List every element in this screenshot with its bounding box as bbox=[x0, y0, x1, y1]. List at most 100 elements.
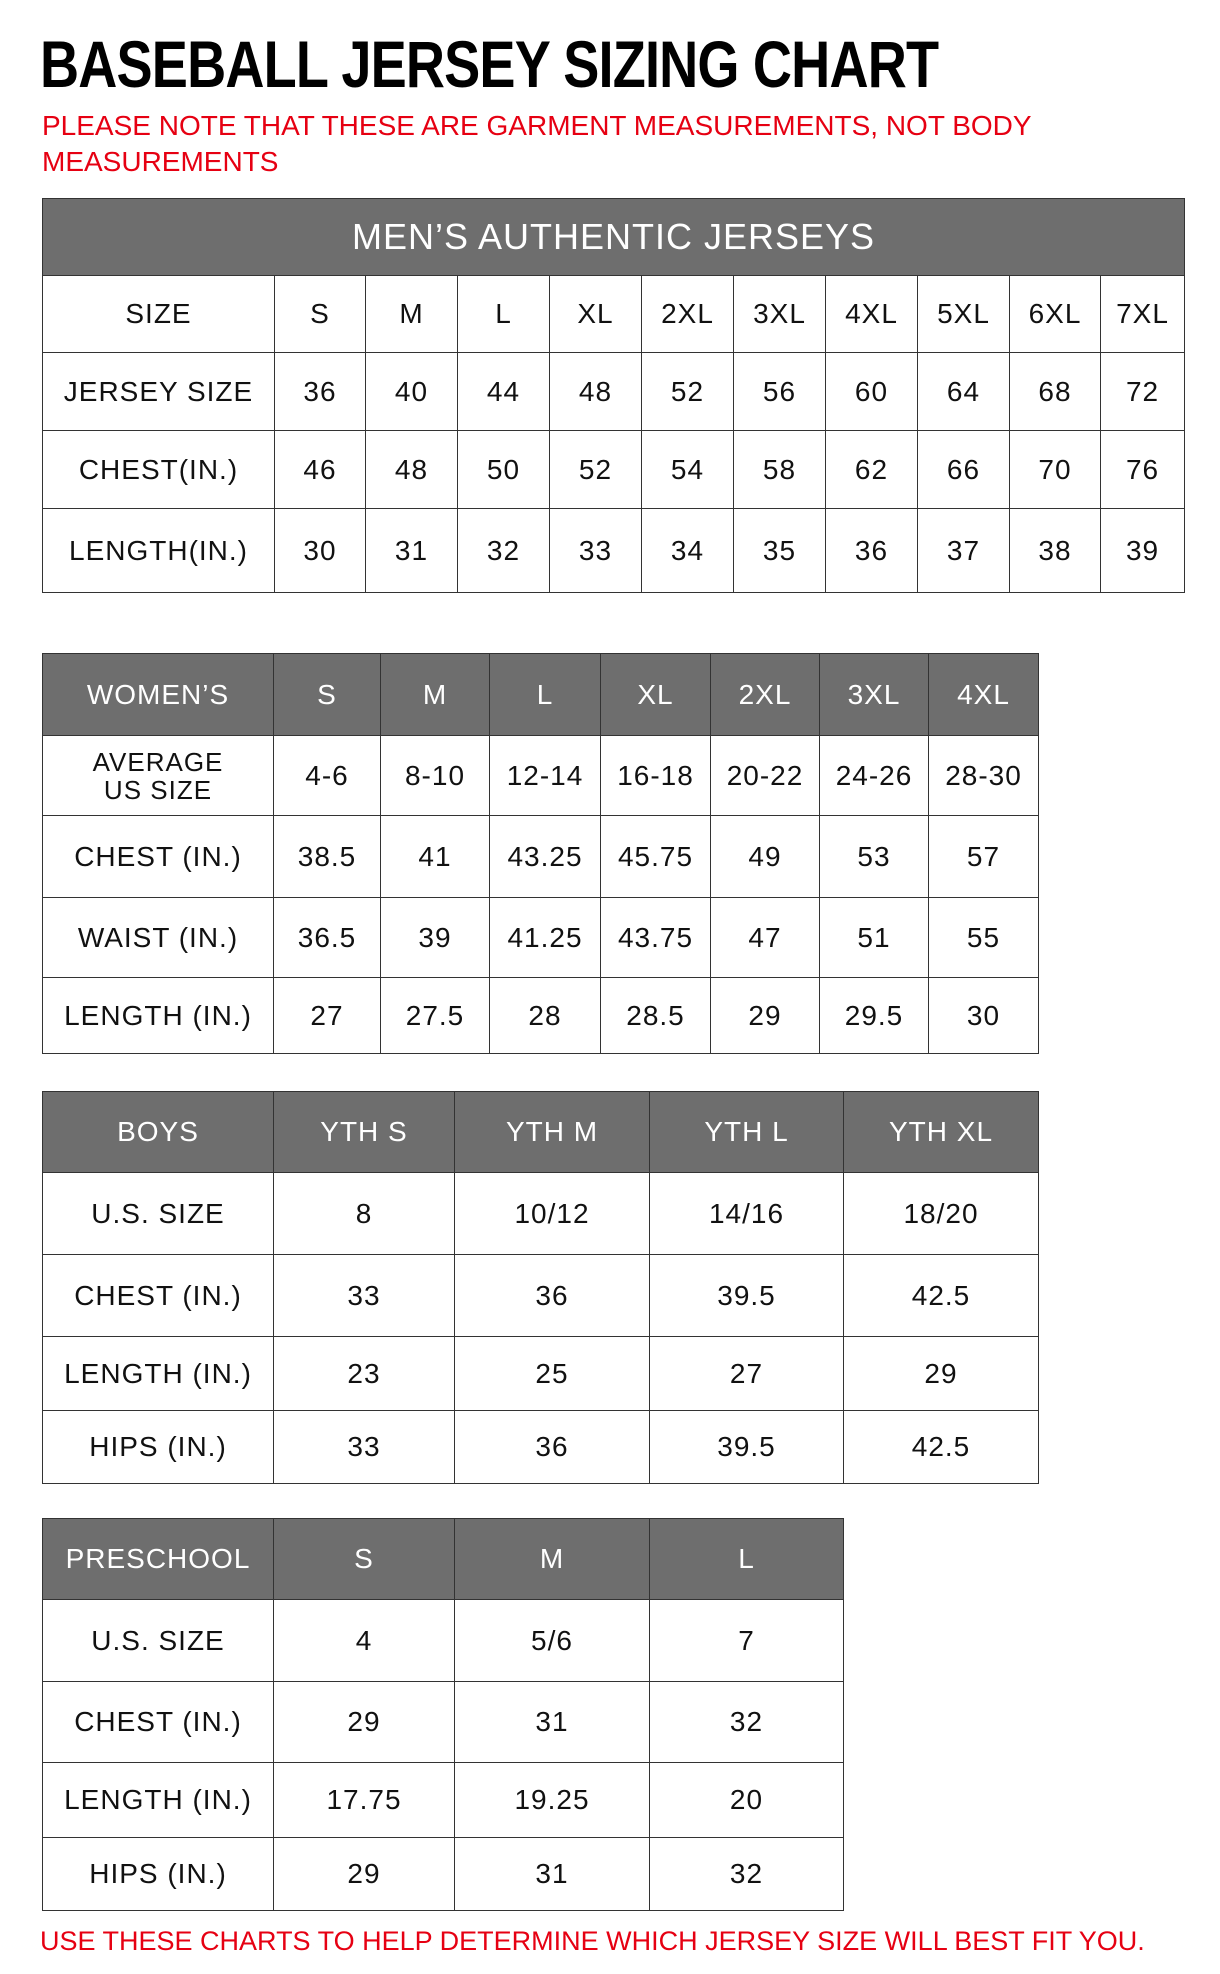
table-row: U.S. SIZE 8 10/12 14/16 18/20 bbox=[42, 1172, 1039, 1255]
table-cell: 68 bbox=[1009, 352, 1101, 431]
table-row: LENGTH (IN.) 23 25 27 29 bbox=[42, 1336, 1039, 1411]
header-row: WOMEN’S S M L XL 2XL 3XL 4XL bbox=[42, 653, 1039, 736]
column-header: 2XL bbox=[710, 653, 820, 736]
table-cell: 58 bbox=[733, 430, 826, 509]
table-row: HIPS (IN.) 29 31 32 bbox=[42, 1837, 844, 1911]
table-cell: 55 bbox=[928, 897, 1039, 978]
column-header: 7XL bbox=[1099, 275, 1186, 353]
table-cell: 39.5 bbox=[649, 1254, 844, 1337]
header-row: SIZE S M L XL 2XL 3XL 4XL 5XL 6XL 7XL bbox=[42, 275, 1186, 353]
table-cell: 39 bbox=[380, 897, 490, 978]
table-cell: 34 bbox=[641, 508, 734, 593]
row-label: HIPS (IN.) bbox=[42, 1837, 274, 1911]
column-header: M bbox=[365, 275, 458, 353]
table-row: HIPS (IN.) 33 36 39.5 42.5 bbox=[42, 1410, 1039, 1484]
table-cell: 40 bbox=[365, 352, 458, 431]
column-header: YTH S bbox=[273, 1091, 455, 1173]
page-title: BASEBALL JERSEY SIZING CHART bbox=[40, 27, 939, 101]
table-cell: 45.75 bbox=[600, 815, 711, 898]
table-title: MEN’S AUTHENTIC JERSEYS bbox=[41, 198, 1186, 276]
row-label: CHEST (IN.) bbox=[42, 1254, 274, 1337]
table-cell: 27 bbox=[649, 1336, 844, 1411]
table-cell: 52 bbox=[641, 352, 734, 431]
column-header: PRESCHOOL bbox=[42, 1518, 274, 1600]
column-header: YTH L bbox=[649, 1091, 844, 1173]
table-cell: 48 bbox=[365, 430, 458, 509]
table-cell: 37 bbox=[917, 508, 1010, 593]
table-row: WAIST (IN.) 36.5 39 41.25 43.75 47 51 55 bbox=[42, 897, 1039, 978]
table-cell: 17.75 bbox=[273, 1762, 455, 1838]
table-cell: 4-6 bbox=[273, 735, 381, 816]
table-cell: 38.5 bbox=[273, 815, 381, 898]
boys-table: BOYS YTH S YTH M YTH L YTH XL U.S. SIZE 8 10/12… bbox=[42, 1091, 1039, 1484]
table-cell: 29 bbox=[843, 1336, 1039, 1411]
table-cell: 30 bbox=[274, 508, 366, 593]
row-label: CHEST (IN.) bbox=[42, 1681, 274, 1763]
column-header: 2XL bbox=[641, 275, 734, 353]
column-header: L bbox=[457, 275, 550, 353]
row-label: WAIST (IN.) bbox=[42, 897, 274, 978]
table-cell: 76 bbox=[1099, 430, 1186, 509]
table-cell: 66 bbox=[917, 430, 1010, 509]
column-header: L bbox=[489, 653, 601, 736]
column-header: 5XL bbox=[917, 275, 1010, 353]
table-cell: 72 bbox=[1099, 352, 1186, 431]
table-cell: 56 bbox=[733, 352, 826, 431]
row-label: CHEST (IN.) bbox=[42, 815, 274, 898]
table-cell: 25 bbox=[454, 1336, 650, 1411]
table-cell: 36.5 bbox=[273, 897, 381, 978]
row-label: LENGTH (IN.) bbox=[42, 1762, 274, 1838]
table-cell: 70 bbox=[1009, 430, 1101, 509]
table-cell: 14/16 bbox=[649, 1172, 844, 1255]
table-cell: 10/12 bbox=[454, 1172, 650, 1255]
preschool-table: PRESCHOOL S M L U.S. SIZE 4 5/6 7 CHEST (IN.) 29 3… bbox=[42, 1518, 844, 1911]
table-cell: 52 bbox=[549, 430, 642, 509]
table-cell: 42.5 bbox=[843, 1410, 1039, 1484]
column-header: M bbox=[454, 1518, 650, 1600]
table-cell: 54 bbox=[641, 430, 734, 509]
table-row: U.S. SIZE 4 5/6 7 bbox=[42, 1599, 844, 1682]
table-cell: 33 bbox=[273, 1254, 455, 1337]
table-cell: 29.5 bbox=[819, 977, 929, 1054]
table-cell: 28.5 bbox=[600, 977, 711, 1054]
table-cell: 18/20 bbox=[843, 1172, 1039, 1255]
table-cell: 12-14 bbox=[489, 735, 601, 816]
table-cell: 29 bbox=[710, 977, 820, 1054]
garment-note: PLEASE NOTE THAT THESE ARE GARMENT MEASU… bbox=[42, 110, 1032, 177]
table-cell: 32 bbox=[649, 1837, 844, 1911]
table-row: JERSEY SIZE 36 40 44 48 52 56 60 64 68 72 bbox=[42, 352, 1186, 431]
mens-table: MEN’S AUTHENTIC JERSEYS SIZE S M L XL 2XL 3XL 4X… bbox=[41, 198, 1186, 593]
table-row: CHEST(IN.) 46 48 50 52 54 58 62 66 70 76 bbox=[42, 430, 1186, 509]
column-header: M bbox=[380, 653, 490, 736]
row-label: AVERAGE US SIZE bbox=[42, 735, 274, 816]
column-header: 4XL bbox=[825, 275, 918, 353]
table-cell: 19.25 bbox=[454, 1762, 650, 1838]
table-row: LENGTH(IN.) 30 31 32 33 34 35 36 37 38 39 bbox=[42, 508, 1186, 593]
column-header: YTH XL bbox=[843, 1091, 1039, 1173]
header-row: BOYS YTH S YTH M YTH L YTH XL bbox=[42, 1091, 1039, 1173]
table-cell: 36 bbox=[274, 352, 366, 431]
table-cell: 28-30 bbox=[928, 735, 1039, 816]
table-row: CHEST (IN.) 29 31 32 bbox=[42, 1681, 844, 1763]
column-header: L bbox=[649, 1518, 844, 1600]
table-cell: 4 bbox=[273, 1599, 455, 1682]
table-cell: 5/6 bbox=[454, 1599, 650, 1682]
table-cell: 36 bbox=[825, 508, 918, 593]
table-row: CHEST (IN.) 38.5 41 43.25 45.75 49 53 57 bbox=[42, 815, 1039, 898]
table-cell: 38 bbox=[1009, 508, 1101, 593]
table-cell: 64 bbox=[917, 352, 1010, 431]
table-cell: 42.5 bbox=[843, 1254, 1039, 1337]
row-label: CHEST(IN.) bbox=[42, 430, 275, 509]
row-label: LENGTH(IN.) bbox=[42, 508, 275, 593]
womens-table: WOMEN’S S M L XL 2XL 3XL 4XL AVERAGE US SIZE 4-6 8… bbox=[42, 653, 1039, 1054]
table-cell: 31 bbox=[454, 1681, 650, 1763]
row-label: LENGTH (IN.) bbox=[42, 1336, 274, 1411]
table-cell: 23 bbox=[273, 1336, 455, 1411]
table-row: LENGTH (IN.) 17.75 19.25 20 bbox=[42, 1762, 844, 1838]
table-cell: 29 bbox=[273, 1837, 455, 1911]
table-cell: 27.5 bbox=[380, 977, 490, 1054]
table-cell: 30 bbox=[928, 977, 1039, 1054]
column-header: 4XL bbox=[928, 653, 1039, 736]
table-cell: 33 bbox=[549, 508, 642, 593]
table-cell: 57 bbox=[928, 815, 1039, 898]
